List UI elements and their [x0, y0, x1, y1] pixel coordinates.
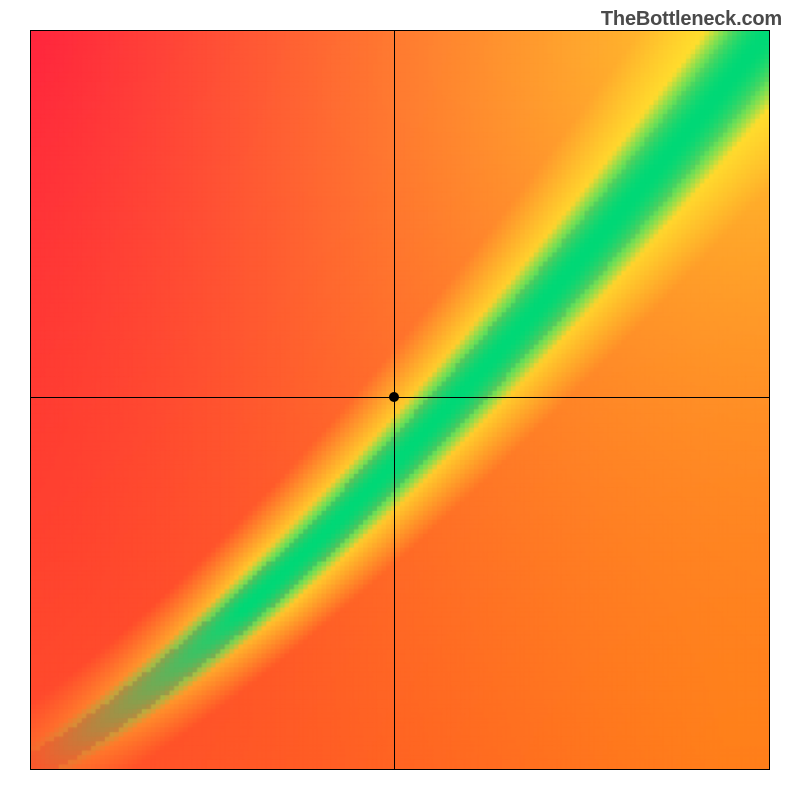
watermark-text: TheBottleneck.com — [601, 8, 782, 31]
heatmap-canvas — [31, 31, 769, 769]
crosshair-marker — [389, 392, 399, 402]
crosshair-horizontal — [31, 397, 769, 398]
heatmap-plot — [30, 30, 770, 770]
